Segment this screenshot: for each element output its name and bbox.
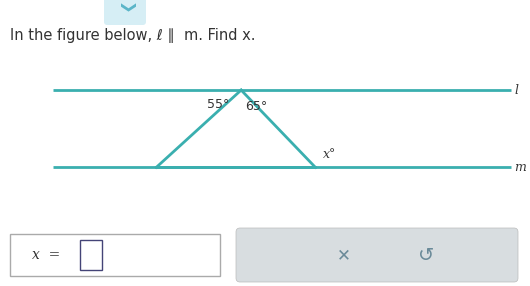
Text: 55°: 55° [207,98,229,111]
FancyBboxPatch shape [80,240,102,270]
FancyBboxPatch shape [104,0,146,25]
Text: ❯: ❯ [118,2,132,14]
FancyBboxPatch shape [10,234,220,276]
Text: m: m [515,161,526,174]
Text: x°: x° [323,148,337,161]
Text: 65°: 65° [245,100,268,113]
Text: ↺: ↺ [418,245,435,265]
FancyBboxPatch shape [236,228,518,282]
Text: In the figure below, ℓ ∥  m. Find x.: In the figure below, ℓ ∥ m. Find x. [10,28,255,43]
Text: ✕: ✕ [337,246,351,264]
Text: l: l [515,84,518,97]
Text: x  =: x = [32,248,60,262]
